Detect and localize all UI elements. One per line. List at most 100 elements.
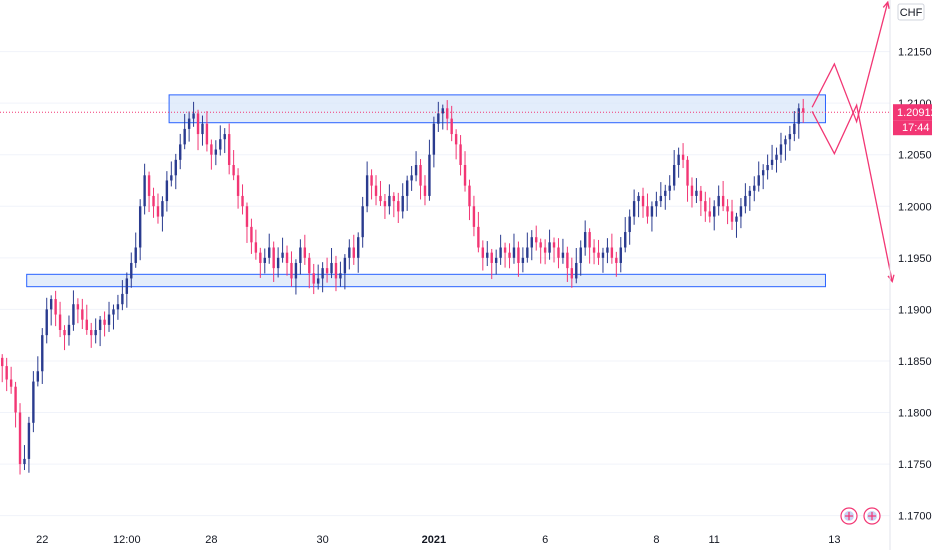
candle-body-122 bbox=[543, 247, 547, 253]
candle-body-169 bbox=[753, 185, 756, 191]
candle-body-99 bbox=[441, 108, 444, 114]
candle-body-150 bbox=[668, 185, 671, 191]
candle-body-28 bbox=[125, 278, 129, 294]
bullish-path[interactable] bbox=[811, 1, 889, 124]
candle-body-108 bbox=[481, 247, 485, 258]
zones bbox=[26, 94, 826, 288]
candle-body-11 bbox=[49, 299, 53, 310]
candle-body-178 bbox=[793, 123, 796, 135]
candle-body-166 bbox=[739, 206, 743, 217]
bearish-path[interactable] bbox=[811, 103, 893, 282]
candle-body-90 bbox=[401, 195, 404, 212]
candle-body-69 bbox=[308, 257, 311, 274]
candle-body-38 bbox=[170, 175, 173, 181]
candle-body-2 bbox=[9, 379, 13, 387]
candle-body-82 bbox=[365, 175, 369, 207]
price-tick-0: 1.21500 bbox=[898, 47, 932, 59]
candle-body-25 bbox=[112, 309, 115, 315]
candle-body-23 bbox=[103, 319, 106, 325]
candle-body-100 bbox=[446, 108, 449, 119]
candle-body-98 bbox=[437, 113, 440, 124]
candle-body-79 bbox=[352, 247, 355, 258]
candle-body-152 bbox=[677, 154, 680, 165]
candle-body-164 bbox=[730, 211, 734, 222]
candle-body-104 bbox=[463, 165, 467, 186]
candle-body-117 bbox=[521, 257, 525, 263]
candle-body-131 bbox=[583, 232, 587, 248]
candle-body-146 bbox=[650, 206, 654, 217]
candle-body-44 bbox=[196, 113, 200, 135]
price-axis[interactable]: CHF1.215001.210001.205001.200001.195001.… bbox=[889, 0, 932, 550]
candle-body-57 bbox=[254, 242, 258, 253]
time-label-7: 11 bbox=[709, 534, 720, 546]
candle-body-151 bbox=[672, 165, 676, 186]
candle-body-129 bbox=[575, 262, 578, 279]
candle-body-133 bbox=[592, 247, 596, 253]
candle-body-46 bbox=[205, 123, 209, 145]
time-label-5: 6 bbox=[542, 534, 548, 546]
countdown-badge bbox=[893, 120, 932, 136]
candle-body-141 bbox=[628, 216, 631, 233]
candle-body-121 bbox=[539, 242, 542, 248]
candle-body-72 bbox=[321, 268, 324, 279]
candle-body-81 bbox=[361, 206, 364, 238]
candle-body-36 bbox=[161, 201, 164, 217]
support-zone[interactable] bbox=[26, 273, 826, 288]
candle-body-84 bbox=[374, 185, 378, 196]
time-axis[interactable]: 22 12:00 28 30 2021 6 8 11 13 bbox=[36, 507, 881, 546]
candle-body-75 bbox=[334, 262, 338, 279]
grid bbox=[0, 51, 890, 517]
price-tick-3: 1.20000 bbox=[898, 201, 932, 213]
candle-body-125 bbox=[557, 247, 560, 258]
price-tick-6: 1.18500 bbox=[898, 356, 932, 368]
candle-body-113 bbox=[503, 247, 507, 253]
globe-flag-icon[interactable] bbox=[863, 507, 881, 525]
candle-body-9 bbox=[41, 335, 44, 372]
candle-body-42 bbox=[187, 118, 191, 129]
candle-body-110 bbox=[490, 252, 493, 263]
candle-body-148 bbox=[659, 195, 663, 202]
candle-body-115 bbox=[512, 247, 516, 258]
candle-body-159 bbox=[708, 211, 711, 217]
candle-body-124 bbox=[552, 242, 556, 248]
projections bbox=[811, 0, 895, 283]
candle-body-155 bbox=[690, 185, 694, 196]
candle-body-165 bbox=[735, 216, 738, 222]
candle-body-109 bbox=[486, 252, 489, 258]
candle-body-179 bbox=[797, 108, 800, 124]
globe-flag-icon[interactable] bbox=[840, 507, 858, 525]
badges: 1.20912 17:44 bbox=[893, 104, 932, 136]
candle-body-76 bbox=[339, 273, 342, 279]
candle-body-94 bbox=[419, 165, 422, 186]
candle-body-130 bbox=[579, 247, 582, 263]
time-label-0: 22 bbox=[36, 534, 48, 546]
candle-body-24 bbox=[107, 314, 111, 325]
candle-body-20 bbox=[90, 330, 93, 336]
candle-body-83 bbox=[370, 175, 373, 186]
candle-body-64 bbox=[285, 252, 289, 263]
candle-body-50 bbox=[223, 134, 226, 140]
resistance-zone[interactable] bbox=[168, 94, 826, 124]
price-tick-2: 1.20500 bbox=[898, 150, 932, 162]
candle-body-137 bbox=[610, 247, 614, 258]
candle-body-19 bbox=[85, 319, 88, 330]
candle-body-144 bbox=[641, 195, 645, 207]
currency-box[interactable] bbox=[897, 3, 925, 21]
candle-body-3 bbox=[14, 386, 17, 413]
candle-body-170 bbox=[757, 175, 760, 186]
candle-body-107 bbox=[477, 226, 480, 248]
candle-body-35 bbox=[156, 206, 160, 217]
candle-body-142 bbox=[632, 201, 636, 217]
candle-body-171 bbox=[761, 170, 765, 176]
candle-body-147 bbox=[655, 201, 658, 207]
candle-body-51 bbox=[227, 134, 231, 165]
candle-body-105 bbox=[468, 185, 471, 207]
candles bbox=[1, 98, 805, 475]
candle-body-63 bbox=[281, 252, 284, 258]
bullish-path-arrowhead bbox=[882, 0, 890, 10]
bearish-path-arrowhead bbox=[887, 274, 895, 283]
candle-body-103 bbox=[459, 144, 462, 165]
candle-body-145 bbox=[646, 206, 649, 217]
